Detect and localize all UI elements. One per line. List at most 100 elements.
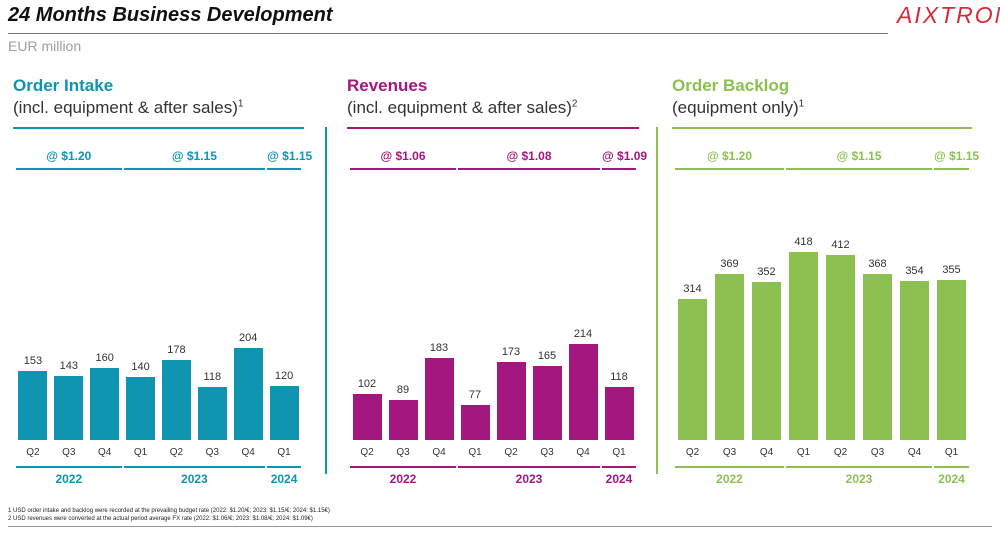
revenues-value-label: 165 bbox=[537, 349, 557, 362]
order-backlog-fx-rate-2022: @ $1.20 bbox=[706, 149, 753, 163]
revenues-quarter-label: Q4 bbox=[576, 447, 590, 458]
order-backlog-header-rule bbox=[672, 127, 972, 129]
aixtron-logo: AIXTRON bbox=[897, 2, 1000, 28]
revenues-quarter-label: Q3 bbox=[396, 447, 410, 458]
order-intake-bar bbox=[197, 386, 227, 440]
order-backlog-footnote-ref: 1 bbox=[798, 98, 805, 110]
order-backlog-subtitle: (equipment only)1 bbox=[672, 98, 804, 118]
order-intake-quarter-label: Q4 bbox=[98, 447, 112, 458]
page-title: 24 Months Business Development bbox=[8, 4, 333, 26]
order-intake-title: Order Intake bbox=[13, 76, 114, 95]
order-intake-quarter-label: Q2 bbox=[26, 447, 40, 458]
revenues-quarter-label: Q1 bbox=[468, 447, 482, 458]
order-backlog-title: Order Backlog bbox=[672, 76, 790, 95]
order-intake-value-label: 120 bbox=[274, 370, 294, 383]
order-intake-value-label: 160 bbox=[95, 352, 114, 365]
order-intake-fx-rule-2023 bbox=[123, 168, 266, 170]
revenues-subtitle: (incl. equipment & after sales)2 bbox=[347, 98, 577, 118]
revenues-bar bbox=[568, 343, 598, 440]
revenues-year-label-2024: 2024 bbox=[605, 472, 633, 486]
footnote-2: 2 USD revenues were converted at the act… bbox=[8, 516, 313, 522]
order-backlog-subtitle-text: (equipment only) bbox=[672, 98, 799, 117]
order-intake-fx-rule-2024 bbox=[267, 168, 301, 170]
order-intake-bar bbox=[54, 375, 84, 440]
order-backlog-bar bbox=[715, 274, 744, 440]
order-backlog-quarter-label: Q1 bbox=[796, 447, 811, 458]
order-backlog-bar bbox=[678, 298, 707, 440]
order-intake-quarter-label: Q4 bbox=[241, 447, 255, 458]
order-backlog-bar bbox=[900, 280, 929, 440]
title-divider bbox=[8, 33, 888, 34]
order-backlog-fx-rule-2023 bbox=[786, 168, 932, 170]
footnote-1: 1 USD order intake and backlog were reco… bbox=[8, 508, 330, 514]
order-intake-value-label: 140 bbox=[131, 361, 150, 374]
revenues-year-label-2023: 2023 bbox=[515, 472, 543, 486]
order-intake-value-label: 204 bbox=[239, 332, 258, 345]
order-intake-value-label: 178 bbox=[167, 343, 186, 356]
revenues-value-label: 214 bbox=[573, 327, 593, 340]
divider-backlog bbox=[656, 127, 658, 474]
order-intake-footnote-ref: 1 bbox=[237, 98, 244, 110]
revenues-bar bbox=[496, 362, 526, 440]
order-backlog-fx-rule-2024 bbox=[934, 168, 969, 170]
order-backlog-fx-rate-2023: @ $1.15 bbox=[836, 149, 882, 163]
revenues-value-label: 173 bbox=[501, 346, 521, 359]
order-intake-bar bbox=[126, 377, 156, 440]
order-intake-value-label: 143 bbox=[59, 359, 78, 372]
revenues-bar bbox=[388, 399, 418, 440]
revenues-value-label: 183 bbox=[429, 341, 449, 354]
order-backlog-value-label: 418 bbox=[794, 236, 813, 248]
order-backlog-value-label: 412 bbox=[831, 238, 850, 251]
order-intake-bar bbox=[233, 348, 263, 440]
order-intake-value-label: 153 bbox=[23, 355, 43, 368]
revenues-fx-rate-2024: @ $1.09 bbox=[602, 149, 648, 163]
revenues-bar bbox=[424, 357, 454, 440]
revenues-fx-rule-2023 bbox=[458, 168, 600, 170]
order-intake-quarter-label: Q3 bbox=[62, 447, 76, 458]
revenues-quarter-label: Q3 bbox=[540, 447, 554, 458]
order-intake-year-label-2024: 2024 bbox=[270, 472, 298, 486]
revenues-bar bbox=[604, 386, 634, 440]
order-intake-quarter-label: Q3 bbox=[205, 447, 219, 458]
order-backlog-value-label: 314 bbox=[683, 282, 702, 295]
revenues-quarter-label: Q2 bbox=[360, 447, 374, 458]
order-backlog-quarter-label: Q1 bbox=[944, 447, 959, 458]
order-intake-year-rule-2022 bbox=[16, 466, 122, 468]
revenues-fx-rate-2022: @ $1.06 bbox=[380, 149, 426, 163]
order-backlog-year-rule-2024 bbox=[934, 466, 969, 468]
revenues-value-label: 77 bbox=[468, 389, 482, 402]
order-backlog-fx-rate-2024: @ $1.15 bbox=[934, 149, 980, 163]
revenues-footnote-ref: 2 bbox=[571, 98, 578, 110]
order-backlog-year-rule-2023 bbox=[786, 466, 932, 468]
order-backlog-quarter-label: Q3 bbox=[722, 447, 737, 458]
revenues-bar bbox=[460, 405, 490, 440]
page-subtitle: EUR million bbox=[8, 38, 82, 54]
divider-revenues bbox=[325, 127, 327, 474]
order-intake-quarter-label: Q1 bbox=[277, 447, 291, 458]
order-intake-bar bbox=[18, 371, 48, 440]
order-intake-subtitle: (incl. equipment & after sales)1 bbox=[13, 98, 243, 118]
revenues-year-rule-2023 bbox=[458, 466, 600, 468]
order-intake-subtitle-text: (incl. equipment & after sales) bbox=[13, 98, 238, 117]
order-backlog-fx-rule-2022 bbox=[675, 168, 784, 170]
order-backlog-value-label: 352 bbox=[757, 265, 776, 278]
order-backlog-value-label: 354 bbox=[905, 264, 924, 277]
revenues-bar bbox=[532, 365, 562, 440]
order-intake-fx-rate-2024: @ $1.15 bbox=[267, 149, 313, 163]
order-backlog-year-label-2023: 2023 bbox=[845, 472, 873, 486]
order-backlog-bar bbox=[937, 280, 966, 440]
order-intake-year-label-2023: 2023 bbox=[181, 472, 208, 486]
order-intake-quarter-label: Q2 bbox=[169, 447, 184, 458]
bottom-divider bbox=[8, 526, 992, 527]
revenues-bar bbox=[352, 394, 382, 440]
revenues-quarter-label: Q2 bbox=[504, 447, 518, 458]
order-backlog-value-label: 369 bbox=[720, 258, 739, 271]
order-backlog-quarter-label: Q2 bbox=[833, 447, 848, 458]
order-backlog-quarter-label: Q4 bbox=[759, 447, 774, 458]
revenues-subtitle-text: (incl. equipment & after sales) bbox=[347, 98, 572, 117]
order-intake-year-rule-2023 bbox=[123, 466, 266, 468]
revenues-fx-rule-2022 bbox=[350, 168, 456, 170]
order-intake-year-label-2022: 2022 bbox=[55, 472, 83, 486]
revenues-fx-rate-2023: @ $1.08 bbox=[506, 149, 552, 163]
order-backlog-quarter-label: Q4 bbox=[907, 447, 922, 458]
